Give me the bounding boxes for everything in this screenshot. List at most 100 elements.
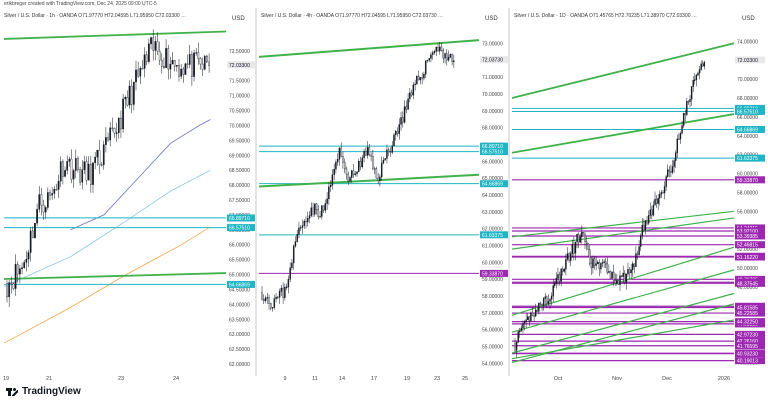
tradingview-logo[interactable]: TradingView bbox=[6, 386, 81, 397]
price-level-tag bbox=[735, 304, 765, 312]
candle-down bbox=[387, 149, 390, 153]
candle-up bbox=[400, 117, 402, 125]
candle-up bbox=[356, 171, 358, 175]
price-level-tag-label: 66.89710 bbox=[229, 216, 250, 222]
price-scale-label: 57.00000 bbox=[482, 311, 503, 317]
candle-down bbox=[442, 50, 445, 59]
candle-up bbox=[542, 298, 545, 306]
candle-down bbox=[617, 280, 620, 285]
price-level-tag bbox=[227, 224, 257, 232]
current-price-tag bbox=[735, 56, 765, 64]
price-scale-label: 71.00000 bbox=[229, 94, 250, 100]
candle-down bbox=[352, 170, 355, 175]
candle-up bbox=[303, 220, 305, 226]
candle-up bbox=[285, 286, 288, 288]
candle-down bbox=[107, 137, 109, 141]
chart-panel-4h[interactable]: Silver / U.S. Dollar · 4h · OANDA O71.97… bbox=[257, 8, 510, 386]
candle-down bbox=[345, 168, 348, 175]
candle-down bbox=[620, 275, 623, 277]
candle-down bbox=[598, 261, 601, 270]
candle-down bbox=[145, 54, 148, 62]
candle-up bbox=[349, 177, 351, 182]
candle-up bbox=[363, 151, 365, 159]
price-scale-label: 48.00000 bbox=[737, 285, 758, 291]
candle-down bbox=[417, 75, 420, 81]
price-level-tag bbox=[227, 280, 257, 288]
price-level-tag bbox=[735, 357, 765, 365]
candle-up bbox=[301, 225, 304, 228]
panel-divider[interactable] bbox=[255, 8, 257, 376]
panel-divider[interactable] bbox=[508, 8, 510, 376]
candle-down bbox=[270, 303, 272, 309]
price-level-tag-label: 61.63375 bbox=[482, 233, 503, 239]
candle-down bbox=[208, 61, 210, 66]
candle-up bbox=[550, 295, 553, 300]
candle-up bbox=[115, 132, 118, 134]
candle-down bbox=[668, 169, 671, 172]
candle-down bbox=[282, 287, 284, 298]
candle-up bbox=[692, 80, 694, 87]
price-scale-label: 56.00000 bbox=[737, 209, 758, 215]
trend-line bbox=[511, 210, 735, 238]
price-scale-label: 65.50000 bbox=[229, 258, 250, 264]
candle-up bbox=[8, 282, 10, 298]
candle-up bbox=[165, 48, 167, 68]
candle-down bbox=[573, 244, 575, 254]
candle-down bbox=[6, 283, 8, 298]
candle-up bbox=[25, 258, 28, 263]
price-scale-label: 69.50000 bbox=[229, 138, 250, 144]
price-scale-label: 73.00000 bbox=[482, 41, 503, 47]
candle-up bbox=[72, 170, 75, 180]
chart-panel-1h[interactable]: Silver / U.S. Dollar · 1h · OANDA O71.97… bbox=[0, 8, 257, 386]
price-scale-label: 58.00000 bbox=[737, 190, 758, 196]
price-scale-label: 68.00000 bbox=[482, 126, 503, 132]
moving-average-line bbox=[70, 119, 211, 231]
candle-down bbox=[568, 253, 570, 261]
candle-down bbox=[437, 47, 439, 52]
price-level-tag bbox=[735, 253, 765, 261]
candle-up bbox=[175, 65, 178, 67]
chart-canvas[interactable]: 72.5000072.0000071.5000071.0000070.50000… bbox=[0, 8, 257, 386]
candle-up bbox=[407, 98, 409, 110]
candle-down bbox=[305, 220, 307, 223]
candle-down bbox=[624, 272, 626, 283]
candle-down bbox=[541, 303, 543, 306]
candle-down bbox=[322, 205, 325, 211]
candle-down bbox=[158, 50, 161, 61]
candle-up bbox=[393, 134, 395, 147]
candle-down bbox=[636, 253, 639, 255]
candle-up bbox=[148, 43, 150, 62]
price-level-tag-label: 40.19013 bbox=[737, 359, 758, 365]
candle-up bbox=[296, 234, 298, 242]
chart-canvas[interactable]: 73.0000072.0000071.0000070.0000069.00000… bbox=[257, 8, 510, 386]
price-scale-label: 65.00000 bbox=[229, 273, 250, 279]
candle-up bbox=[53, 189, 56, 194]
tradingview-logo-icon bbox=[6, 387, 18, 396]
candle-down bbox=[687, 101, 690, 103]
candle-up bbox=[96, 149, 99, 158]
candle-up bbox=[619, 275, 621, 285]
current-price-label: 72.03300 bbox=[229, 63, 250, 69]
price-level-tag bbox=[480, 269, 510, 277]
candle-up bbox=[92, 162, 94, 185]
candle-up bbox=[380, 162, 383, 178]
candle-up bbox=[74, 158, 77, 171]
candle-up bbox=[395, 130, 397, 136]
chart-panel-1d[interactable]: Silver / U.S. Dollar · 1D · OANDA O71.45… bbox=[510, 8, 768, 386]
candle-down bbox=[55, 189, 58, 191]
currency-label: USD bbox=[485, 16, 498, 22]
candle-up bbox=[601, 262, 604, 264]
chart-canvas[interactable]: 74.0000072.0000070.0000068.0000066.00000… bbox=[510, 8, 768, 386]
price-level-tag bbox=[480, 148, 510, 156]
time-scale-label: Oct bbox=[554, 376, 563, 382]
candle-down bbox=[593, 258, 596, 266]
candle-down bbox=[528, 316, 531, 322]
candle-up bbox=[519, 330, 521, 333]
candle-up bbox=[139, 68, 142, 77]
candle-up bbox=[547, 301, 550, 304]
candle-down bbox=[152, 37, 155, 51]
candle-up bbox=[659, 193, 661, 199]
price-scale-label: 52.00000 bbox=[737, 247, 758, 253]
candle-down bbox=[31, 230, 34, 239]
candle-down bbox=[577, 233, 580, 243]
